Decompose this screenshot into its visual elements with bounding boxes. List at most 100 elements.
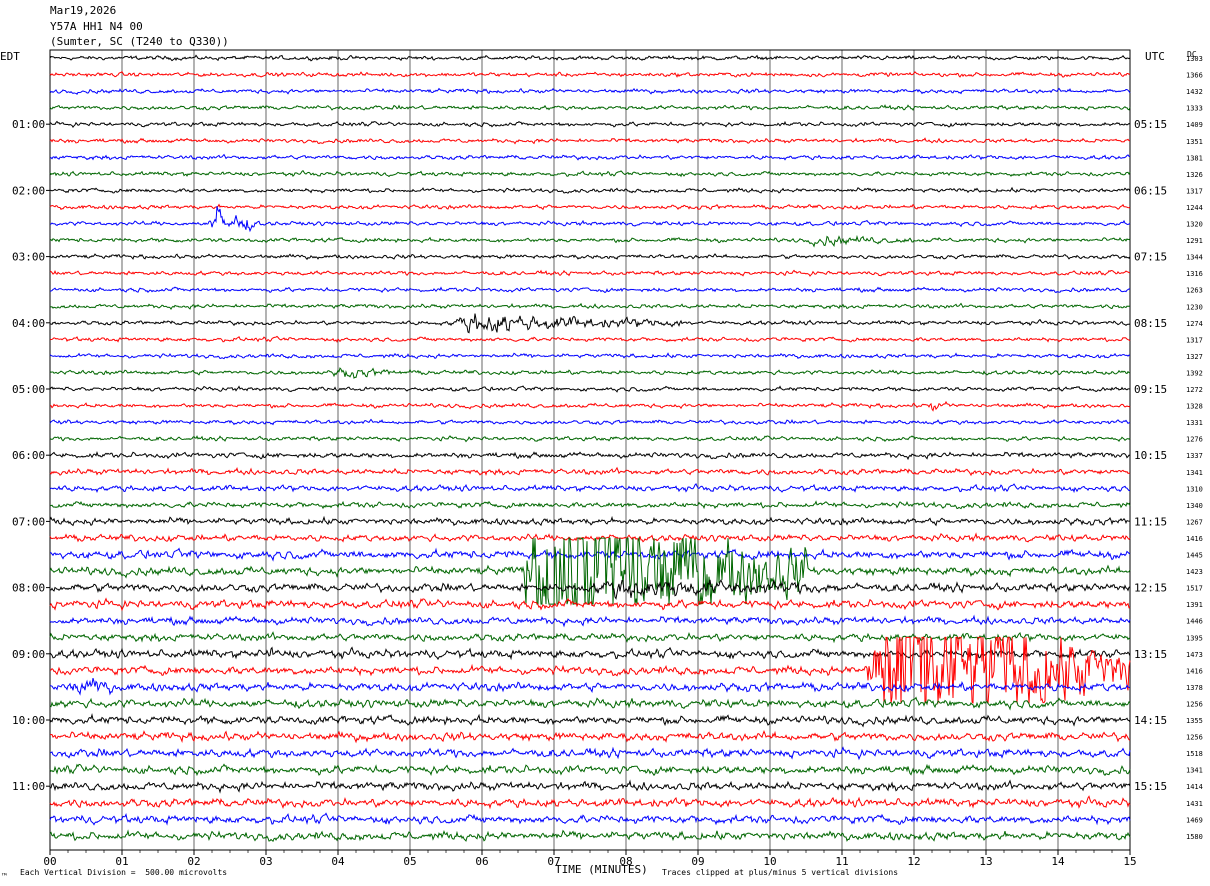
trace-2 — [49, 70, 1131, 78]
trace-3 — [49, 87, 1131, 95]
header-channel: Y57A HH1 N4 00 — [50, 20, 143, 33]
trace-28 — [50, 500, 1131, 510]
dc-value: 1331 — [1186, 419, 1203, 427]
right-hour-label: 12:15 — [1134, 582, 1167, 595]
dc-value: 1416 — [1186, 535, 1203, 543]
dc-value: 1274 — [1186, 320, 1203, 328]
trace-47 — [49, 812, 1131, 826]
trace-14 — [49, 269, 1131, 277]
right-hour-label: 10:15 — [1134, 449, 1167, 462]
x-tick-label: 01 — [115, 855, 128, 868]
trace-29 — [49, 515, 1131, 527]
dc-value: 1392 — [1186, 369, 1203, 377]
dc-value: 1445 — [1186, 552, 1203, 560]
trace-25 — [49, 450, 1131, 461]
x-tick-label: 06 — [475, 855, 488, 868]
dc-value: 1355 — [1186, 717, 1203, 725]
trace-5 — [49, 120, 1131, 128]
dc-value: 1366 — [1186, 72, 1203, 80]
trace-42 — [50, 730, 1131, 744]
x-tick-label: 00 — [43, 855, 56, 868]
dc-value: 1395 — [1186, 634, 1203, 642]
dc-value: 1341 — [1186, 767, 1203, 775]
dc-value: 1431 — [1186, 800, 1203, 808]
dc-value: 1317 — [1186, 187, 1203, 195]
x-tick-label: 15 — [1123, 855, 1136, 868]
trace-40 — [49, 696, 1131, 711]
dc-value: 1409 — [1186, 121, 1203, 129]
dc-value: 1337 — [1186, 452, 1203, 460]
trace-20 — [49, 367, 1131, 379]
dc-value: 1256 — [1186, 734, 1203, 742]
left-hour-label: 11:00 — [12, 780, 45, 793]
right-hour-label: 07:15 — [1134, 251, 1167, 264]
dc-value: 1446 — [1186, 618, 1203, 626]
trace-26 — [49, 466, 1131, 477]
header-location: (Sumter, SC (T240 to Q330)) — [50, 35, 229, 48]
dc-value: 1341 — [1186, 469, 1203, 477]
left-timezone-label: EDT — [0, 50, 20, 63]
left-hour-label: 01:00 — [12, 118, 45, 131]
left-hour-label: 06:00 — [12, 449, 45, 462]
x-axis-title: TIME (MINUTES) — [555, 863, 648, 876]
dc-value: 1580 — [1186, 833, 1203, 841]
dc-value: 1469 — [1186, 816, 1203, 824]
trace-48 — [49, 829, 1131, 843]
dc-value: 1316 — [1186, 270, 1203, 278]
dc-value: 1267 — [1186, 518, 1203, 526]
dc-column-label: DC — [1187, 50, 1197, 59]
x-tick-label: 04 — [331, 855, 345, 868]
left-hour-label: 08:00 — [12, 582, 45, 595]
dc-value: 1317 — [1186, 336, 1203, 344]
trace-11 — [49, 206, 1131, 233]
left-hour-label: 05:00 — [12, 383, 45, 396]
trace-36 — [49, 631, 1131, 644]
header-date: Mar19,2026 — [50, 4, 117, 17]
trace-10 — [49, 203, 1131, 211]
dc-value: 1517 — [1186, 585, 1203, 593]
x-tick-label: 13 — [979, 855, 992, 868]
left-hour-label: 04:00 — [12, 317, 45, 330]
trace-22 — [50, 400, 1131, 412]
left-hour-label: 07:00 — [12, 515, 45, 528]
dc-value: 1320 — [1186, 221, 1203, 229]
trace-43 — [49, 746, 1131, 761]
trace-27 — [49, 483, 1131, 494]
dc-value: 1344 — [1186, 254, 1203, 262]
x-tick-label: 09 — [691, 855, 704, 868]
trace-37 — [49, 646, 1131, 661]
trace-8 — [49, 169, 1131, 178]
trace-12 — [49, 234, 1131, 248]
plot-frame — [49, 49, 1131, 851]
x-tick-label: 12 — [907, 855, 920, 868]
x-tick-label: 14 — [1051, 855, 1065, 868]
dc-value: 1381 — [1186, 154, 1203, 162]
dc-value: 1276 — [1186, 436, 1203, 444]
trace-19 — [49, 352, 1131, 360]
left-hour-label: 09:00 — [12, 648, 45, 661]
trace-45 — [50, 779, 1131, 794]
dc-value: 1391 — [1186, 601, 1203, 609]
trace-24 — [49, 435, 1131, 443]
right-hour-label: 11:15 — [1134, 515, 1167, 528]
trace-23 — [49, 418, 1131, 426]
trace-38 — [49, 636, 1131, 704]
left-hour-label: 10:00 — [12, 714, 45, 727]
dc-value: 1256 — [1186, 700, 1203, 708]
dc-value: 1263 — [1186, 287, 1203, 295]
dc-value: 1423 — [1186, 568, 1203, 576]
trace-46 — [49, 795, 1131, 810]
dc-value: 1518 — [1186, 750, 1203, 758]
dc-value: 1327 — [1186, 353, 1203, 361]
right-hour-label: 08:15 — [1134, 317, 1167, 330]
right-timezone-label: UTC — [1145, 50, 1165, 63]
scale-note: Each Vertical Division = 500.00 microvol… — [20, 868, 228, 877]
left-hour-label: 03:00 — [12, 251, 45, 264]
trace-35 — [49, 614, 1131, 628]
dc-value: 1378 — [1186, 684, 1203, 692]
dc-value: 1310 — [1186, 485, 1203, 493]
dc-value: 1340 — [1186, 502, 1203, 510]
trace-39 — [49, 677, 1131, 696]
trace-17 — [50, 313, 1131, 334]
